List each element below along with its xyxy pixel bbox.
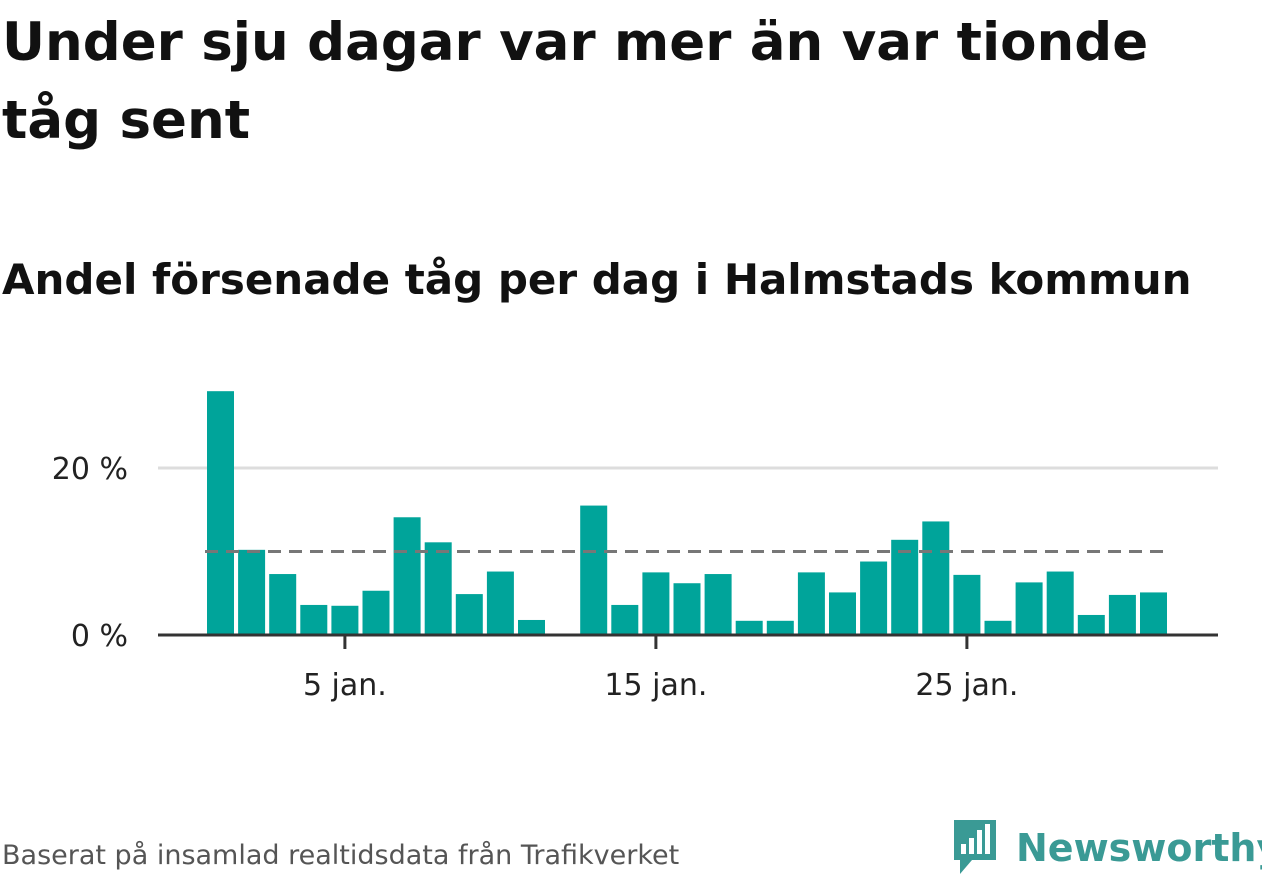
bar	[673, 583, 701, 635]
chart-title: Under sju dagar var mer än var tionde tå…	[2, 12, 1149, 151]
x-tick-label: 15 jan.	[604, 668, 707, 703]
bar	[580, 505, 608, 635]
bar	[984, 620, 1012, 635]
x-tick-label: 5 jan.	[303, 668, 387, 703]
bar	[518, 619, 545, 635]
bar	[1108, 594, 1136, 635]
x-tick-label: 25 jan.	[915, 668, 1018, 703]
bar	[953, 574, 981, 635]
bar	[238, 549, 266, 635]
bar	[829, 592, 856, 635]
bar	[922, 521, 950, 635]
bar	[766, 620, 794, 635]
bar	[1077, 614, 1105, 635]
bar	[797, 572, 825, 635]
source-note: Baserat på insamlad realtidsdata från Tr…	[2, 840, 680, 871]
bars	[207, 391, 1167, 635]
bar	[704, 574, 732, 635]
bar	[486, 571, 514, 635]
bar	[891, 539, 919, 635]
bar	[860, 561, 888, 635]
bar	[300, 604, 328, 635]
bar	[424, 542, 452, 635]
brand-name: Newsworthy	[1016, 826, 1262, 870]
bar	[331, 605, 359, 635]
axis-ticks: 0 % 20 % 5 jan. 15 jan. 25 jan.	[52, 452, 1019, 703]
bar	[455, 594, 483, 635]
bar	[1140, 592, 1167, 635]
brand-logo[interactable]: Newsworthy	[950, 818, 1262, 878]
bar	[207, 391, 234, 635]
bar	[1015, 582, 1043, 635]
y-tick-label: 0 %	[71, 619, 128, 654]
bar	[362, 590, 390, 635]
bar	[269, 574, 297, 635]
bar-chart: 0 % 20 % 5 jan. 15 jan. 25 jan.	[52, 391, 1218, 703]
chart-subtitle: Andel försenade tåg per dag i Halmstads …	[2, 255, 1192, 304]
bar-chart-speech-bubble-icon	[950, 816, 1000, 880]
bar	[1046, 571, 1074, 635]
y-tick-label: 20 %	[52, 452, 128, 487]
bar	[393, 517, 421, 635]
bar	[735, 620, 763, 635]
bar	[642, 572, 670, 635]
bar	[611, 604, 639, 635]
